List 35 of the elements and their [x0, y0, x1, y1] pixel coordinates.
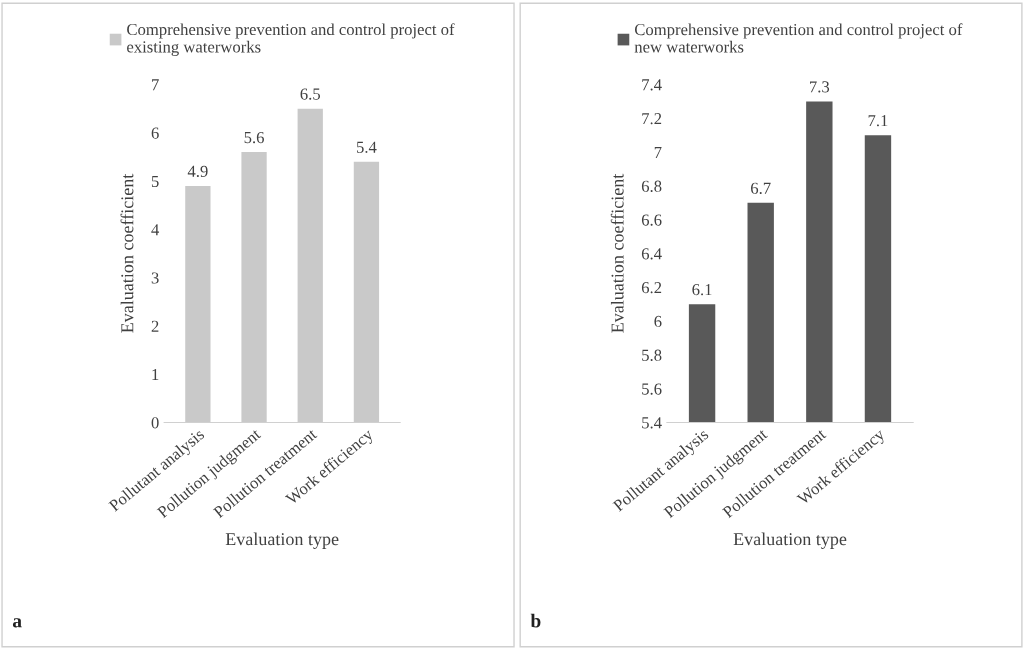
y-tick-label: 5.8: [642, 349, 662, 361]
data-label: 4.9: [187, 165, 208, 178]
y-tick-label: 6.2: [641, 282, 662, 294]
y-tick-label: 2: [151, 320, 159, 332]
y-tick-label: 7.2: [642, 113, 662, 125]
y-tick-label: 6: [654, 315, 662, 328]
y-tick-label: 6.8: [641, 180, 662, 192]
y-tick-label: 6.6: [641, 214, 662, 226]
data-label: 5.4: [356, 141, 377, 153]
y-axis-title: Evaluation coefficient: [120, 173, 134, 333]
y-tick-label: 7: [654, 146, 662, 158]
y-tick-label: 6: [151, 127, 159, 139]
y-axis-title: Evaluation coefficient: [610, 173, 624, 333]
data-label: 6.7: [751, 182, 771, 194]
y-tick-label: 0: [151, 417, 159, 429]
y-tick-label: 5: [151, 175, 159, 188]
legend-label: Comprehensive prevention and control project of existing waterworks: [127, 23, 455, 56]
data-label: 6.1: [692, 284, 712, 296]
data-label: 7.3: [810, 81, 830, 93]
legend-label: Comprehensive prevention and control project of new waterworks: [634, 23, 963, 53]
text: a: [12, 618, 22, 628]
y-tick-label: 6.4: [641, 248, 662, 260]
y-tick-label: 3: [151, 272, 159, 284]
y-tick-label: 5.4: [642, 417, 662, 429]
x-axis-title: Evaluation type: [733, 532, 847, 549]
y-tick-label: 4: [151, 224, 160, 236]
y-tick-label: 1: [152, 368, 159, 380]
y-tick-label: 5.6: [642, 383, 662, 395]
x-axis-title: Evaluation type: [225, 532, 339, 549]
data-label: 5.6: [244, 131, 264, 144]
data-label: 7.1: [868, 115, 888, 127]
data-label: 6.5: [300, 88, 321, 100]
y-tick-label: 7: [152, 79, 159, 91]
text: b: [530, 613, 541, 628]
y-tick-label: 7.4: [642, 79, 662, 91]
